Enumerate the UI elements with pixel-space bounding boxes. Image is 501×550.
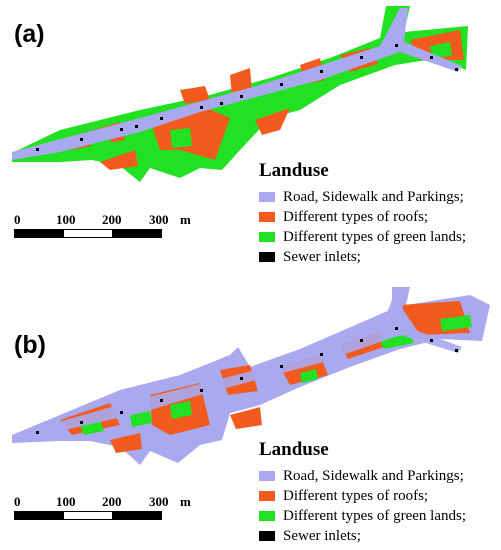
legend-label: Sewer inlets; [283, 248, 361, 265]
legend-item-sewer: Sewer inlets; [259, 247, 466, 267]
road-network-b [12, 289, 462, 441]
legend-item-green: Different types of green lands; [259, 227, 466, 247]
scale-unit: m [180, 212, 191, 227]
legend-swatch [259, 491, 275, 501]
legend-title: Landuse [259, 439, 329, 460]
legend-label: Sewer inlets; [283, 527, 361, 544]
legend-label: Different types of green lands; [283, 228, 466, 245]
legend-label: Road, Sidewalk and Parkings; [283, 188, 464, 205]
scale-unit: m [180, 494, 191, 509]
legend-label: Road, Sidewalk and Parkings; [283, 467, 464, 484]
legend-item-roofs: Different types of roofs; [259, 207, 466, 227]
green-patches-b [80, 315, 472, 435]
legend-swatch [259, 531, 275, 541]
legend-swatch [259, 232, 275, 242]
scale-bar: 0 100 200 300 m [14, 212, 344, 238]
legend-swatch [259, 212, 275, 222]
landuse-map-b [12, 287, 490, 465]
scale-tick: 0 [14, 494, 21, 509]
legend-item-sewer: Sewer inlets; [259, 526, 466, 546]
legend-label: Different types of roofs; [283, 208, 429, 225]
scale-tick: 300 [149, 494, 169, 509]
legend-item-road: Road, Sidewalk and Parkings; [259, 187, 466, 207]
scale-tick: 300 [149, 212, 169, 227]
sewer-inlets-a [36, 44, 458, 151]
scale-tick: 100 [56, 212, 76, 227]
scale-tick: 100 [56, 494, 76, 509]
legend-swatch [259, 511, 275, 521]
legend-swatch [259, 471, 275, 481]
sewer-inlets-b [36, 327, 458, 434]
panel-label: (a) [14, 20, 45, 48]
map-panel-a: (a) 0 100 200 300 m Landuse Road, Sidewa… [12, 6, 468, 267]
map-panel-b: (b) 0 100 200 300 m Landuse Road, Sidewa… [0, 275, 501, 550]
legend-label: Different types of roofs; [283, 487, 429, 504]
legend-label: Different types of green lands; [283, 507, 466, 524]
legend: Landuse Road, Sidewalk and Parkings; Dif… [259, 160, 466, 267]
legend-swatch [259, 252, 275, 262]
legend-item-roofs: Different types of roofs; [259, 486, 466, 506]
scale-bar: 0 100 200 300 m [14, 494, 344, 520]
landuse-map-a [12, 6, 468, 182]
road-network-a [12, 8, 462, 160]
scale-tick: 200 [102, 212, 122, 227]
legend-item-road: Road, Sidewalk and Parkings; [259, 466, 466, 486]
panel-label: (b) [14, 331, 46, 359]
legend-item-green: Different types of green lands; [259, 506, 466, 526]
legend: Landuse Road, Sidewalk and Parkings; Dif… [259, 439, 466, 546]
legend-title: Landuse [259, 160, 329, 181]
legend-swatch [259, 192, 275, 202]
scale-tick: 200 [102, 494, 122, 509]
scale-tick: 0 [14, 212, 21, 227]
